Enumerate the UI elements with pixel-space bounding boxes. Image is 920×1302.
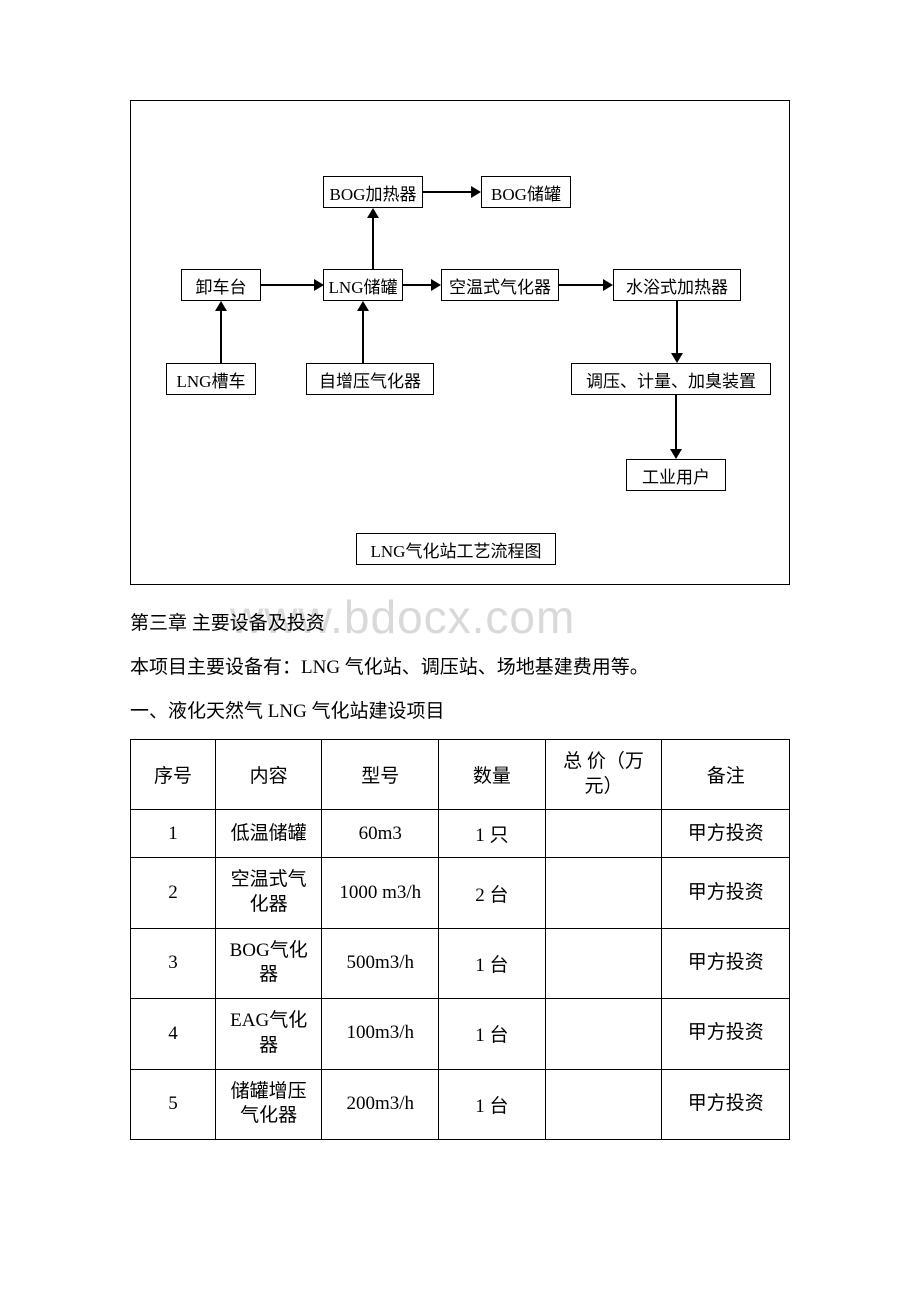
cell-note: 甲方投资 — [662, 1069, 790, 1139]
diagram-caption: LNG气化站工艺流程图 — [356, 533, 556, 565]
table-row: 3 BOG气化器 500m3/h 1 台 甲方投资 — [131, 928, 790, 998]
th-model: 型号 — [322, 740, 439, 810]
node-bog-heater: BOG加热器 — [323, 176, 423, 208]
cell-model: 100m3/h — [322, 999, 439, 1069]
cell-model: 60m3 — [322, 810, 439, 858]
cell-content: 空温式气化器 — [216, 858, 322, 928]
th-note: 备注 — [662, 740, 790, 810]
node-bog-tank: BOG储罐 — [481, 176, 571, 208]
node-self-pressurizer: 自增压气化器 — [306, 363, 434, 395]
cell-price — [545, 928, 662, 998]
table-row: 5 储罐增压气化器 200m3/h 1 台 甲方投资 — [131, 1069, 790, 1139]
cell-content: 低温储罐 — [216, 810, 322, 858]
cell-qty: 1 只 — [439, 810, 545, 858]
cell-price — [545, 1069, 662, 1139]
table-header-row: 序号 内容 型号 数量 总 价（万元） 备注 — [131, 740, 790, 810]
th-content: 内容 — [216, 740, 322, 810]
cell-qty: 1 台 — [439, 1069, 545, 1139]
cell-price — [545, 999, 662, 1069]
node-lng-truck: LNG槽车 — [166, 363, 256, 395]
cell-note: 甲方投资 — [662, 858, 790, 928]
cell-qty: 2 台 — [439, 858, 545, 928]
table-row: 1 低温储罐 60m3 1 只 甲方投资 — [131, 810, 790, 858]
node-air-vaporizer: 空温式气化器 — [441, 269, 559, 301]
cell-seq: 1 — [131, 810, 216, 858]
table-row: 2 空温式气化器 1000 m3/h 2 台 甲方投资 — [131, 858, 790, 928]
node-lng-tank: LNG储罐 — [323, 269, 403, 301]
cell-model: 200m3/h — [322, 1069, 439, 1139]
cell-seq: 4 — [131, 999, 216, 1069]
cell-price — [545, 858, 662, 928]
cell-note: 甲方投资 — [662, 999, 790, 1069]
cell-content: EAG气化器 — [216, 999, 322, 1069]
paragraph-1: 本项目主要设备有：LNG 气化站、调压站、场地基建费用等。 — [130, 649, 790, 687]
flow-diagram: BOG加热器 BOG储罐 卸车台 LNG储罐 空温式气化器 水浴式加热器 LNG… — [130, 100, 790, 585]
cell-note: 甲方投资 — [662, 810, 790, 858]
cell-model: 500m3/h — [322, 928, 439, 998]
cell-price — [545, 810, 662, 858]
node-industrial-user: 工业用户 — [626, 459, 726, 491]
cell-seq: 3 — [131, 928, 216, 998]
table-row: 4 EAG气化器 100m3/h 1 台 甲方投资 — [131, 999, 790, 1069]
paragraph-2: 一、液化天然气 LNG 气化站建设项目 — [130, 693, 790, 731]
th-qty: 数量 — [439, 740, 545, 810]
cell-model: 1000 m3/h — [322, 858, 439, 928]
cell-seq: 5 — [131, 1069, 216, 1139]
cell-content: 储罐增压气化器 — [216, 1069, 322, 1139]
cell-content: BOG气化器 — [216, 928, 322, 998]
equipment-table: 序号 内容 型号 数量 总 价（万元） 备注 1 低温储罐 60m3 1 只 甲… — [130, 739, 790, 1140]
node-regulator: 调压、计量、加臭装置 — [571, 363, 771, 395]
th-seq: 序号 — [131, 740, 216, 810]
cell-qty: 1 台 — [439, 999, 545, 1069]
cell-seq: 2 — [131, 858, 216, 928]
cell-qty: 1 台 — [439, 928, 545, 998]
node-unload: 卸车台 — [181, 269, 261, 301]
th-price: 总 价（万元） — [545, 740, 662, 810]
chapter-heading: 第三章 主要设备及投资 — [130, 605, 790, 643]
cell-note: 甲方投资 — [662, 928, 790, 998]
node-water-heater: 水浴式加热器 — [613, 269, 741, 301]
